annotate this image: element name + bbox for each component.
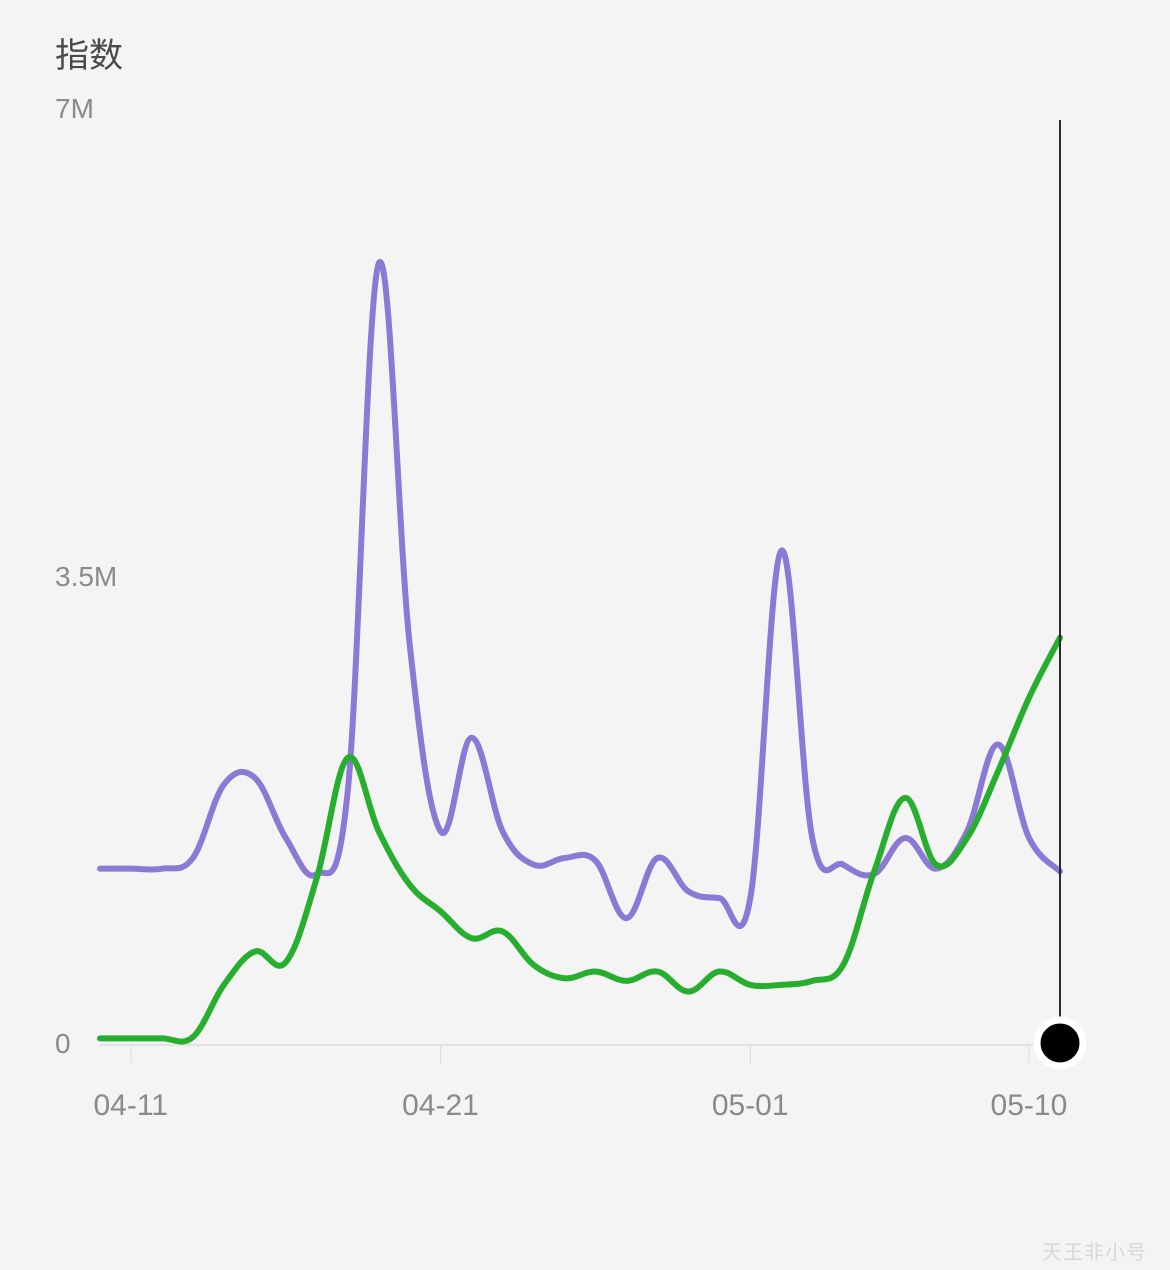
index-line-chart: 指数 天王非小号 03.5M7M04-1104-2105-0105-10 [0, 0, 1170, 1270]
x-tick-label: 04-21 [402, 1089, 479, 1123]
cursor-knob[interactable] [1037, 1020, 1083, 1066]
watermark-text: 天王非小号 [1042, 1236, 1147, 1265]
chart-plot-svg [0, 0, 1170, 1270]
x-tick-label: 05-10 [991, 1089, 1068, 1123]
y-tick-label: 7M [55, 93, 94, 125]
x-tick-label: 04-11 [93, 1089, 168, 1123]
series-purple [100, 262, 1060, 926]
y-tick-label: 3.5M [55, 561, 117, 593]
x-tick-label: 05-01 [712, 1089, 789, 1123]
series-green [100, 638, 1060, 1042]
y-tick-label: 0 [55, 1028, 71, 1060]
